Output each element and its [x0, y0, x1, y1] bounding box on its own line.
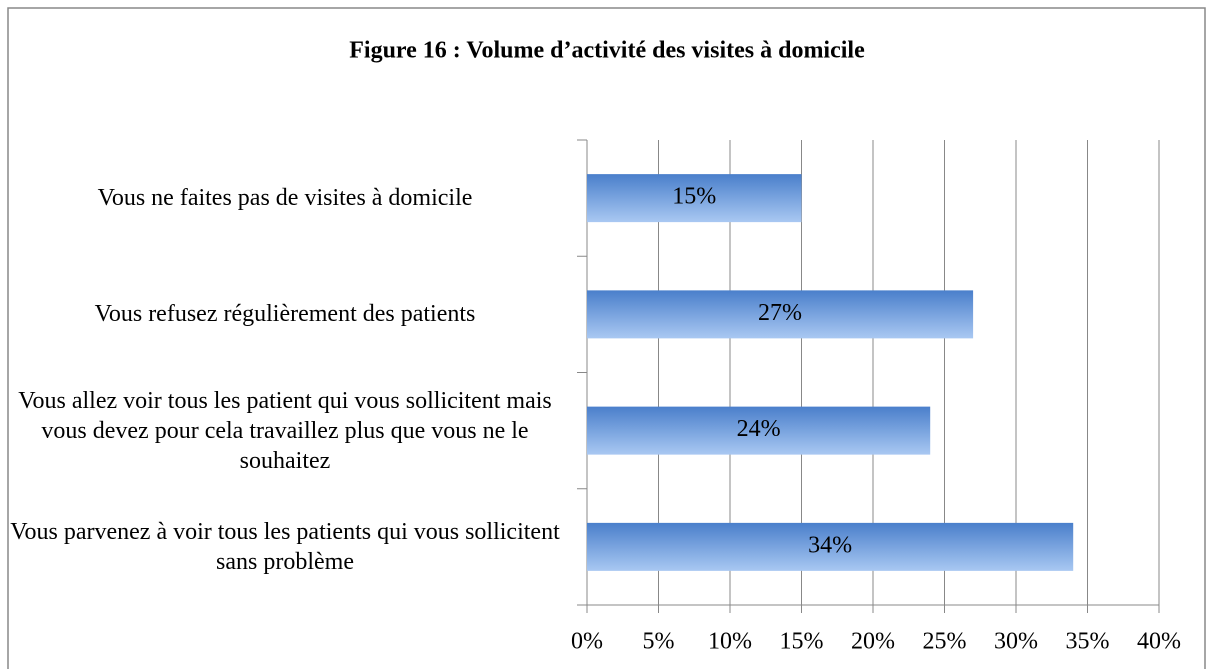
bar — [587, 174, 802, 223]
x-tick-label: 30% — [994, 629, 1038, 655]
chart-title: Figure 16 : Volume d’activité des visite… — [349, 38, 865, 64]
x-tick-label: 20% — [851, 629, 895, 655]
y-tick-label: Vous parvenez à voir tous les patients q… — [10, 518, 560, 575]
x-tick-label: 40% — [1137, 629, 1181, 655]
chart-border — [7, 7, 1206, 669]
x-tick-label: 25% — [923, 629, 967, 655]
category-label-box: Vous ne faites pas de visites à domicile — [97, 185, 473, 211]
value-label: 15% — [672, 184, 716, 210]
category-label-box: Vous refusez régulièrement des patients — [94, 301, 476, 328]
bar — [587, 522, 1074, 571]
x-tick-label: 10% — [708, 629, 752, 655]
x-tick-label: 35% — [1066, 629, 1110, 655]
x-tick-label: 15% — [780, 629, 824, 655]
value-label: 24% — [737, 416, 781, 442]
value-label: 34% — [808, 532, 852, 558]
bar — [587, 290, 974, 339]
category-label-box: Vous parvenez à voir tous les patients q… — [10, 518, 560, 575]
y-tick-label: Vous refusez régulièrement des patients — [94, 301, 476, 328]
value-label: 27% — [758, 300, 802, 326]
y-tick-label: Vous ne faites pas de visites à domicile — [97, 185, 473, 211]
x-tick-label: 5% — [643, 629, 675, 655]
bar — [587, 406, 931, 455]
y-tick-label: Vous allez voir tous les patient qui vou… — [18, 387, 552, 474]
x-tick-label: 0% — [571, 629, 603, 655]
category-label-box: Vous allez voir tous les patient qui vou… — [18, 387, 552, 474]
